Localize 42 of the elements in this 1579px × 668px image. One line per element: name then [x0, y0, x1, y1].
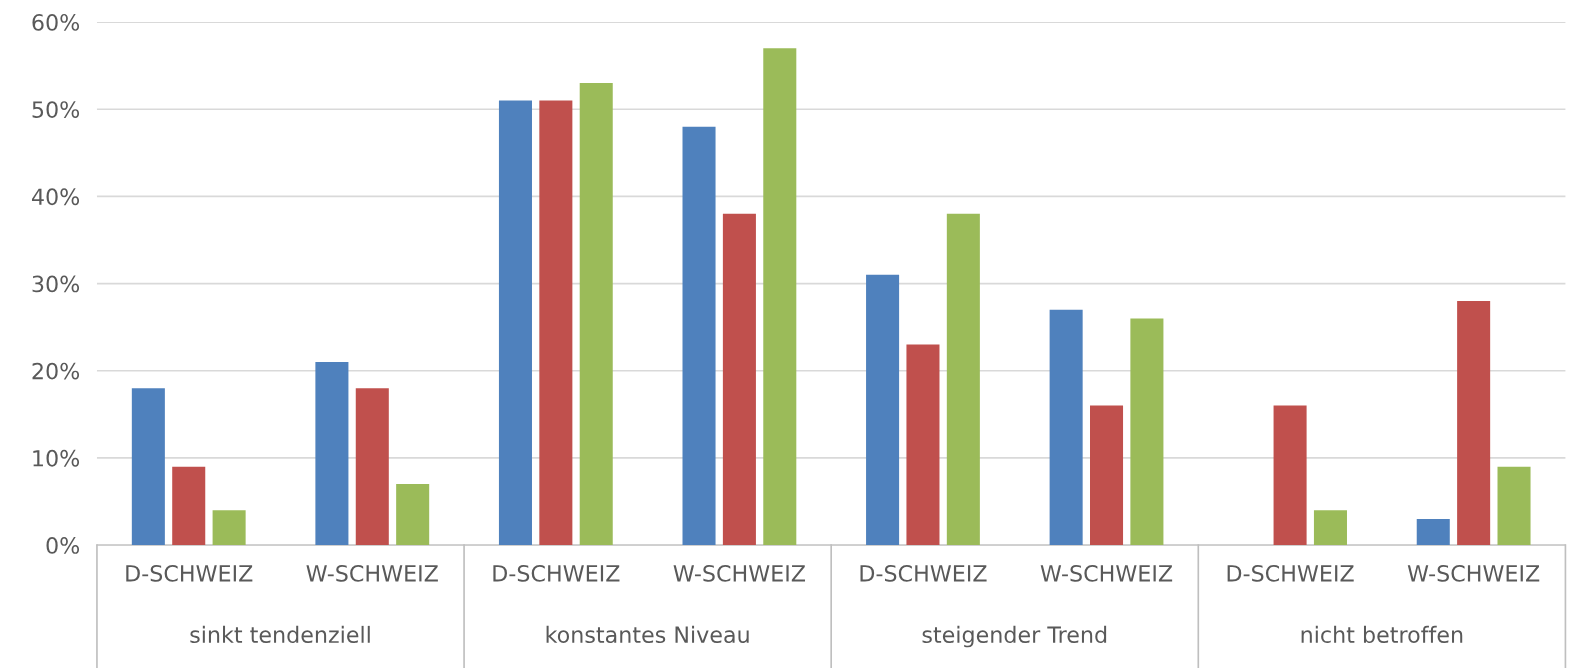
bar: [682, 126, 716, 546]
bar: [906, 344, 940, 546]
y-tick-label: 20%: [32, 362, 80, 380]
y-tick-label: 40%: [31, 188, 80, 206]
bar: [498, 100, 532, 546]
bar: [866, 274, 900, 546]
bar: [946, 213, 980, 546]
bar: [1130, 318, 1164, 546]
bar: [763, 48, 797, 546]
y-tick-label: 10%: [33, 449, 80, 467]
text: konstantes Niveau: [546, 625, 749, 644]
y-tick-label: 30%: [32, 275, 80, 293]
x-tick-label: D-SCHWEIZ: [126, 564, 253, 582]
bar: [355, 388, 389, 546]
x-tick-label: W-SCHWEIZ: [673, 564, 806, 582]
bar: [1497, 466, 1531, 546]
y-tick-label: 50%: [32, 101, 80, 118]
y-tick-label: 0%: [46, 537, 80, 554]
text: sinkt tendenziell: [190, 625, 370, 644]
bar: [1457, 301, 1491, 546]
x-tick-label: D-SCHWEIZ: [860, 564, 987, 582]
bar: [212, 510, 246, 546]
y-tick-label: 60%: [32, 13, 80, 31]
bar: [539, 100, 573, 546]
x-tick-label: W-SCHWEIZ: [1040, 564, 1173, 582]
bar: [1273, 405, 1307, 546]
bar: [1416, 518, 1450, 546]
bar: [315, 362, 349, 546]
x-tick-label: W-SCHWEIZ: [1407, 564, 1540, 582]
bar: [1313, 510, 1347, 546]
text: nicht betroffen: [1301, 625, 1463, 644]
text: steigender Trend: [922, 625, 1107, 648]
bar: [579, 83, 613, 546]
bar: [1049, 309, 1083, 546]
bar: [1090, 405, 1124, 546]
bar: [172, 466, 206, 546]
bar: [722, 213, 756, 546]
x-tick-label: D-SCHWEIZ: [493, 564, 620, 582]
x-tick-label: D-SCHWEIZ: [1227, 564, 1354, 582]
bar: [131, 388, 165, 546]
bar: [396, 484, 430, 546]
x-tick-label: W-SCHWEIZ: [306, 564, 438, 582]
